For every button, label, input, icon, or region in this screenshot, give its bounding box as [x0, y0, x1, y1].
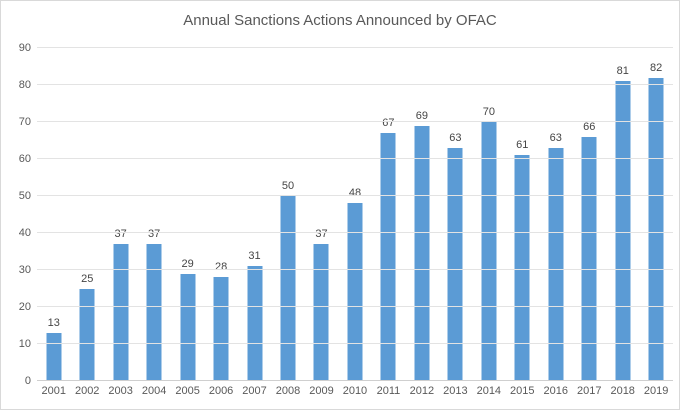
bar-2017	[581, 136, 597, 381]
bars-row: 13 25 37 37 29 28 31 50 37 48 67 69 63 70 61 63 66 81 82	[37, 48, 673, 381]
y-tick-label-0: 0	[24, 375, 31, 387]
x-tick-label-2013: 2013	[443, 385, 468, 397]
bar-2001	[46, 332, 62, 381]
bar-value-label-2002: 25	[81, 272, 94, 285]
bar-2009	[313, 244, 329, 381]
bar-group-2018: 81	[606, 48, 639, 381]
plot-area: 13 25 37 37 29 28 31 50 37 48 67 69 63 70 61 63 66 81 82	[37, 47, 673, 381]
y-tick-label-60: 60	[18, 153, 31, 165]
gridline-y30	[37, 269, 673, 270]
gridline-y50	[37, 195, 673, 196]
bar-group-2008: 50	[271, 48, 304, 381]
x-tick-label-2019: 2019	[643, 385, 669, 397]
bar-2006	[213, 277, 229, 381]
bar-2015	[514, 155, 530, 381]
bar-2019	[648, 77, 664, 381]
bar-group-2014: 70	[472, 48, 505, 381]
x-tick-label-2018: 2018	[610, 385, 635, 397]
x-tick-label-2007: 2007	[242, 385, 267, 397]
x-tick-label-2014: 2014	[476, 385, 502, 397]
bar-value-label-2015: 61	[516, 139, 529, 152]
bar-group-2011: 67	[372, 48, 405, 381]
bar-2012	[414, 125, 430, 381]
x-axis-labels: 2001 2002 2003 2004 2005 2006 2007 2008 2009 2010…	[37, 385, 673, 399]
bar-group-2001: 13	[37, 48, 70, 381]
x-tick-label-2004: 2004	[141, 385, 167, 397]
bar-value-label-2009: 37	[315, 228, 328, 241]
bar-group-2012: 69	[405, 48, 438, 381]
y-tick-label-30: 30	[18, 264, 31, 276]
gridline-y60	[37, 158, 673, 159]
bar-value-label-2019: 82	[650, 61, 663, 74]
gridline-y70	[37, 121, 673, 122]
x-tick-label-2012: 2012	[409, 385, 435, 397]
bar-value-label-2011: 67	[382, 117, 395, 130]
bar-group-2002: 25	[70, 48, 103, 381]
y-tick-label-20: 20	[18, 301, 31, 313]
bar-2002	[79, 288, 95, 381]
bar-value-label-2010: 48	[348, 187, 362, 200]
bar-value-label-2008: 50	[281, 180, 295, 192]
bar-group-2004: 37	[137, 48, 170, 381]
bar-value-label-2012: 69	[415, 109, 429, 122]
bar-group-2009: 37	[305, 48, 338, 381]
bar-value-label-2005: 29	[181, 257, 194, 270]
bar-2014	[481, 122, 497, 381]
bar-value-label-2017: 66	[583, 120, 596, 133]
bar-2008	[280, 196, 296, 381]
bar-value-label-2004: 37	[148, 228, 161, 241]
x-tick-label-2003: 2003	[108, 385, 133, 397]
x-axis-line	[37, 380, 673, 381]
gridline-y10	[37, 343, 673, 344]
x-tick-label-2011: 2011	[376, 385, 401, 397]
bar-2016	[548, 147, 564, 381]
bar-group-2007: 31	[238, 48, 271, 381]
y-tick-label-10: 10	[18, 338, 31, 350]
x-tick-label-2002: 2002	[74, 385, 100, 397]
bar-2003	[113, 244, 129, 381]
chart-title: Annual Sanctions Actions Announced by OF…	[183, 12, 497, 29]
bar-value-label-2006: 28	[214, 261, 228, 274]
bar-value-label-2016: 63	[549, 131, 562, 144]
bar-value-label-2001: 13	[47, 316, 60, 329]
bar-group-2019: 82	[639, 48, 672, 381]
x-tick-label-2008: 2008	[275, 385, 301, 397]
y-tick-label-70: 70	[18, 116, 31, 128]
bar-group-2005: 29	[171, 48, 204, 381]
gridline-y90	[37, 47, 673, 48]
y-tick-label-80: 80	[18, 79, 31, 91]
bar-value-label-2014: 70	[482, 106, 495, 118]
x-tick-label-2001: 2001	[41, 385, 66, 397]
bar-group-2010: 48	[338, 48, 371, 381]
x-tick-label-2016: 2016	[543, 385, 568, 397]
bar-value-label-2018: 81	[616, 65, 629, 78]
bar-2007	[247, 266, 263, 381]
x-tick-label-2015: 2015	[510, 385, 535, 397]
bar-value-label-2003: 37	[114, 228, 127, 241]
bar-group-2017: 66	[573, 48, 606, 381]
gridline-y40	[37, 232, 673, 233]
bar-2013	[447, 147, 463, 381]
bar-2005	[180, 273, 196, 381]
y-tick-label-50: 50	[18, 190, 31, 202]
x-tick-label-2009: 2009	[309, 385, 334, 397]
x-tick-label-2005: 2005	[175, 385, 200, 397]
y-tick-label-90: 90	[18, 42, 31, 54]
bar-group-2016: 63	[539, 48, 572, 381]
bar-group-2006: 28	[204, 48, 237, 381]
bar-2004	[146, 244, 162, 381]
gridline-y80	[37, 84, 673, 85]
gridline-y20	[37, 306, 673, 307]
bar-group-2003: 37	[104, 48, 137, 381]
bar-value-label-2013: 63	[449, 131, 462, 144]
x-tick-label-2006: 2006	[208, 385, 234, 397]
bar-2010	[347, 203, 363, 381]
x-tick-label-2010: 2010	[342, 385, 368, 397]
bar-group-2015: 61	[506, 48, 539, 381]
bar-value-label-2007: 31	[248, 250, 261, 263]
y-tick-label-40: 40	[18, 227, 31, 239]
x-tick-label-2017: 2017	[576, 385, 602, 397]
bar-group-2013: 63	[439, 48, 472, 381]
